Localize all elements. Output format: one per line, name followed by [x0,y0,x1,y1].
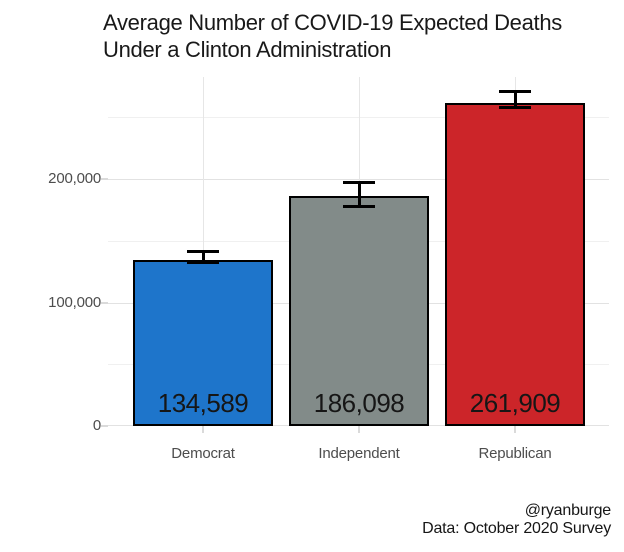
chart-title-line-1: Average Number of COVID-19 Expected Deat… [103,10,563,35]
x-tick-mark [202,426,204,433]
error-bar-cap-bottom [343,204,375,208]
x-tick-label-republican: Republican [478,445,552,462]
error-bar-line [201,251,205,263]
error-bar-cap-top [343,181,375,185]
bar-independent: 186,098 [289,196,429,426]
error-bar-line [357,182,361,207]
error-bar-cap-top [499,89,531,93]
bar-value-label: 134,589 [157,388,249,418]
error-bar-cap-top [187,249,219,253]
y-tick-mark [101,178,108,180]
caption-source: Data: October 2020 Survey [422,520,611,537]
x-tick-mark [358,426,360,433]
caption-author: @ryanburge [524,502,611,519]
error-bar-cap-bottom [187,261,219,265]
bar-value-label: 261,909 [469,388,561,418]
caption: @ryanburge Data: October 2020 Survey [422,502,611,538]
bar-republican: 261,909 [445,102,585,426]
y-tick-mark [101,425,108,427]
y-tick-label: 200,000 [48,170,101,187]
bar-democrat: 134,589 [133,259,273,426]
x-tick-mark [514,426,516,433]
x-tick-label-independent: Independent [318,445,400,462]
plot-area: 134,589 186,098 261,909 [108,77,609,426]
y-tick-label: 0 [92,417,101,434]
y-tick-mark [101,301,108,304]
chart-title: Average Number of COVID-19 Expected Deat… [103,9,562,63]
error-bar-cap-bottom [499,105,531,109]
error-bar-line [513,91,517,108]
y-tick-label: 100,000 [48,293,101,311]
chart-title-line-2: Under a Clinton Administration [103,37,392,62]
x-tick-label-democrat: Democrat [171,445,235,462]
bar-value-label: 186,098 [313,388,405,418]
